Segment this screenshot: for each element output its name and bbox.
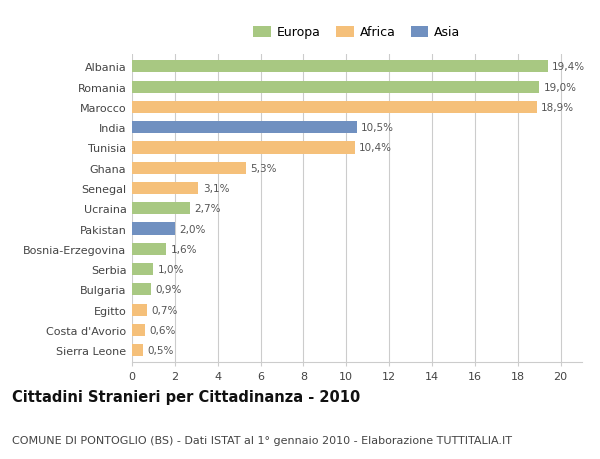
Bar [132, 142, 355, 154]
Text: 2,7%: 2,7% [194, 204, 221, 214]
Bar [132, 122, 357, 134]
Bar [132, 243, 166, 255]
Text: 18,9%: 18,9% [541, 103, 574, 112]
Text: 0,6%: 0,6% [149, 325, 176, 335]
Text: COMUNE DI PONTOGLIO (BS) - Dati ISTAT al 1° gennaio 2010 - Elaborazione TUTTITAL: COMUNE DI PONTOGLIO (BS) - Dati ISTAT al… [12, 435, 512, 445]
Bar [132, 223, 175, 235]
Text: 19,0%: 19,0% [544, 83, 577, 92]
Text: Cittadini Stranieri per Cittadinanza - 2010: Cittadini Stranieri per Cittadinanza - 2… [12, 389, 360, 404]
Text: 0,5%: 0,5% [147, 346, 173, 355]
Text: 19,4%: 19,4% [552, 62, 585, 72]
Bar [132, 81, 539, 94]
Bar [132, 61, 548, 73]
Bar [132, 263, 154, 275]
Bar [132, 344, 143, 357]
Text: 10,4%: 10,4% [359, 143, 392, 153]
Legend: Europa, Africa, Asia: Europa, Africa, Asia [248, 21, 466, 44]
Bar [132, 284, 151, 296]
Text: 5,3%: 5,3% [250, 163, 277, 174]
Text: 1,0%: 1,0% [158, 264, 184, 274]
Text: 1,6%: 1,6% [170, 244, 197, 254]
Text: 3,1%: 3,1% [203, 184, 229, 194]
Text: 0,7%: 0,7% [151, 305, 178, 315]
Bar [132, 304, 147, 316]
Bar [132, 101, 537, 114]
Text: 0,9%: 0,9% [155, 285, 182, 295]
Bar [132, 203, 190, 215]
Text: 2,0%: 2,0% [179, 224, 206, 234]
Bar [132, 162, 245, 174]
Bar [132, 324, 145, 336]
Bar [132, 183, 199, 195]
Text: 10,5%: 10,5% [361, 123, 394, 133]
